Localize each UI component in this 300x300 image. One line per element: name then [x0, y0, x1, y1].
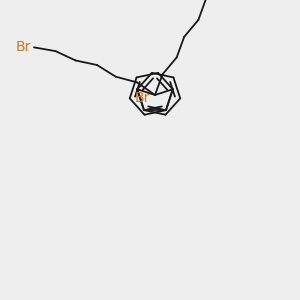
Text: Br: Br [16, 40, 31, 54]
Text: Br: Br [135, 92, 150, 105]
